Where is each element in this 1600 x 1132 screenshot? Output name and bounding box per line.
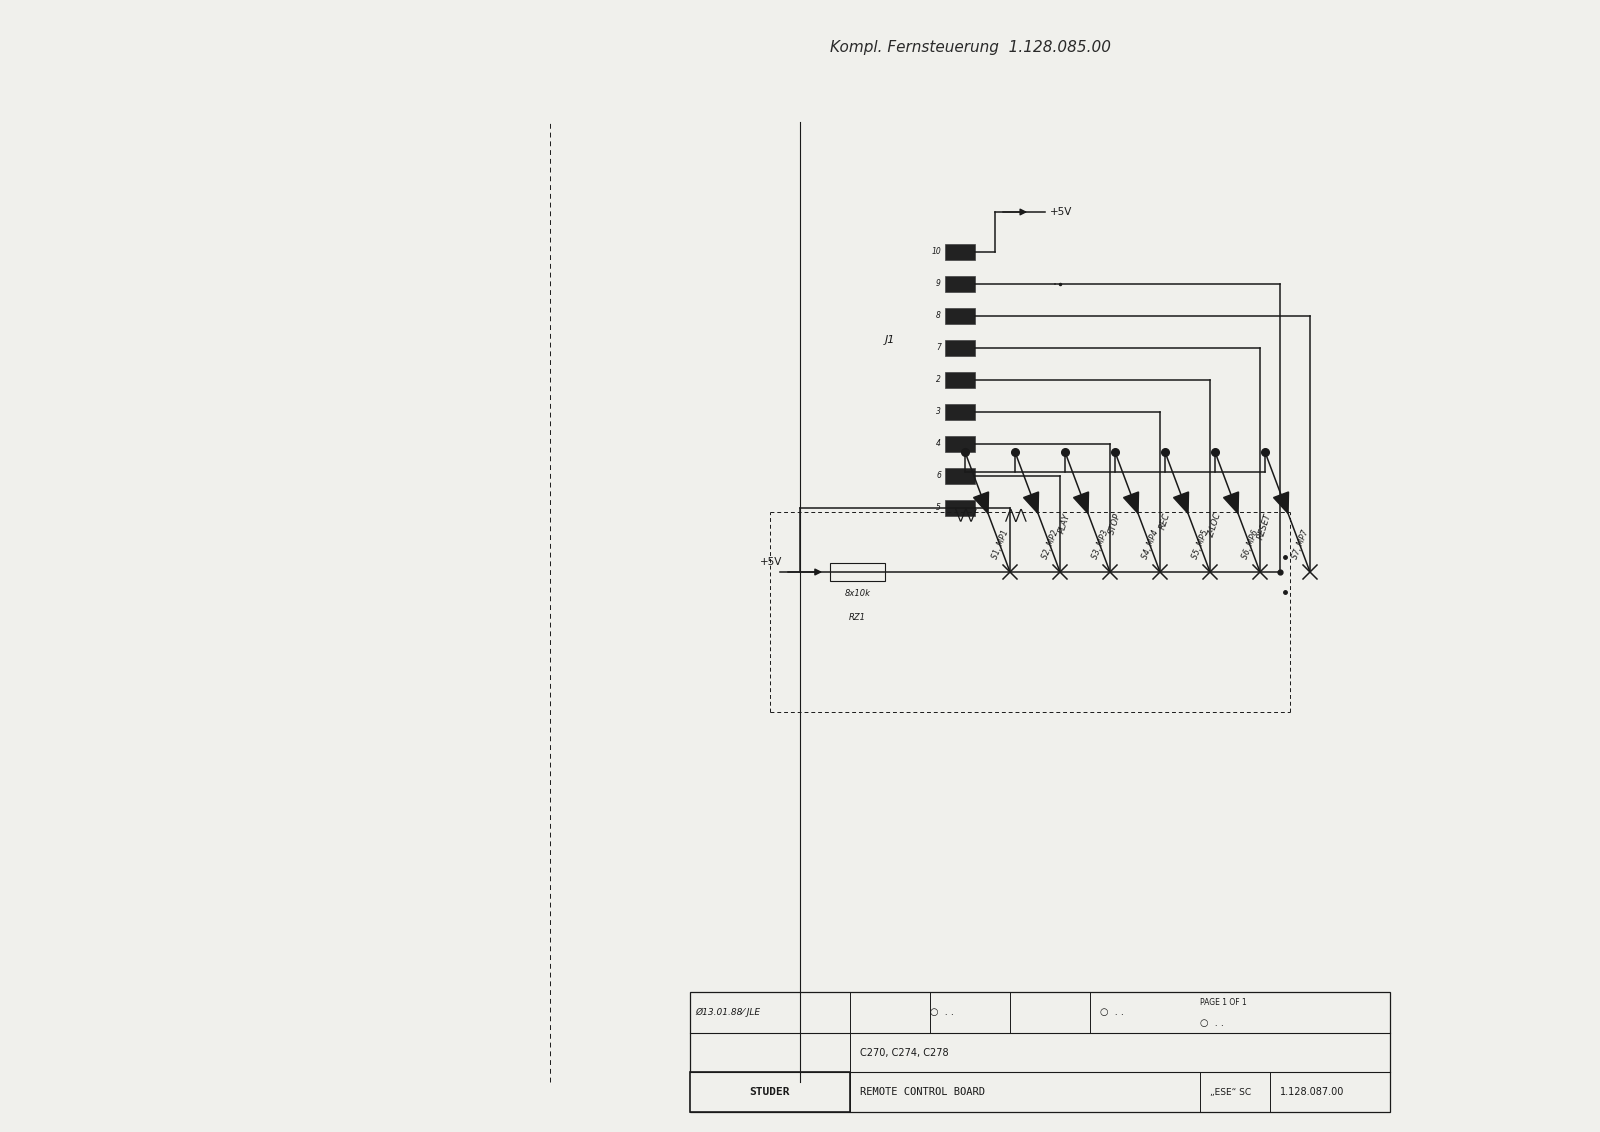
Text: S5, MP5: S5, MP5 xyxy=(1190,529,1210,560)
Text: ⋀⋀: ⋀⋀ xyxy=(1003,507,1026,521)
Polygon shape xyxy=(1173,492,1189,514)
Text: 5: 5 xyxy=(936,504,941,513)
Bar xyxy=(946,372,974,388)
Text: 3: 3 xyxy=(936,408,941,417)
Text: 6: 6 xyxy=(936,472,941,480)
Text: S4, MP4: S4, MP4 xyxy=(1141,529,1160,560)
Text: S7, MP7: S7, MP7 xyxy=(1290,529,1310,560)
Text: S1, MP1: S1, MP1 xyxy=(990,529,1010,560)
Text: STUDER: STUDER xyxy=(750,1087,790,1097)
Text: PAGE 1 OF 1: PAGE 1 OF 1 xyxy=(1200,997,1246,1006)
Bar xyxy=(690,992,1390,1112)
Text: +5V: +5V xyxy=(1050,207,1072,217)
Bar xyxy=(690,1072,850,1112)
Bar xyxy=(946,468,974,484)
Text: C270, C274, C278: C270, C274, C278 xyxy=(861,1047,949,1057)
Bar xyxy=(946,500,974,516)
Text: RZ1: RZ1 xyxy=(850,614,866,621)
Text: PLAY: PLAY xyxy=(1058,512,1072,534)
Text: +5V: +5V xyxy=(760,557,782,567)
Polygon shape xyxy=(1074,492,1088,514)
Bar xyxy=(946,340,974,355)
Polygon shape xyxy=(1024,492,1038,514)
Text: 9: 9 xyxy=(936,280,941,289)
Bar xyxy=(946,436,974,452)
Text: 2: 2 xyxy=(936,376,941,385)
Text: 4: 4 xyxy=(936,439,941,448)
Text: 10: 10 xyxy=(931,248,941,257)
Text: J1: J1 xyxy=(885,335,894,345)
Bar xyxy=(830,563,885,581)
Polygon shape xyxy=(973,492,989,514)
Text: „ESE“ SC: „ESE“ SC xyxy=(1210,1088,1251,1097)
Text: S6, MP6: S6, MP6 xyxy=(1240,529,1259,560)
Text: Kompl. Fernsteuerung  1.128.085.00: Kompl. Fernsteuerung 1.128.085.00 xyxy=(830,40,1110,55)
Polygon shape xyxy=(1123,492,1139,514)
Text: 1.128.087.00: 1.128.087.00 xyxy=(1280,1087,1344,1097)
Text: ○  . .: ○ . . xyxy=(1200,1018,1224,1028)
Text: ⋁⋁: ⋁⋁ xyxy=(954,507,976,521)
Text: 8: 8 xyxy=(936,311,941,320)
Polygon shape xyxy=(1274,492,1288,514)
Text: 8x10k: 8x10k xyxy=(845,589,870,598)
Bar xyxy=(946,404,974,420)
Text: STOP: STOP xyxy=(1107,512,1123,535)
Text: 7: 7 xyxy=(936,343,941,352)
Bar xyxy=(946,245,974,260)
Text: REMOTE CONTROL BOARD: REMOTE CONTROL BOARD xyxy=(861,1087,986,1097)
Text: REC: REC xyxy=(1158,512,1171,531)
Text: Ø13.01.88⁄ JLE: Ø13.01.88⁄ JLE xyxy=(694,1007,760,1017)
Text: Z-LOC: Z-LOC xyxy=(1206,512,1222,539)
Polygon shape xyxy=(1224,492,1238,514)
Text: ○  . .: ○ . . xyxy=(1101,1007,1123,1018)
Bar xyxy=(946,276,974,292)
Bar xyxy=(946,308,974,324)
Text: ○  . .: ○ . . xyxy=(930,1007,954,1018)
Text: S3, MP3: S3, MP3 xyxy=(1090,529,1110,560)
Text: RESET: RESET xyxy=(1256,512,1274,540)
Text: S2, MP2: S2, MP2 xyxy=(1040,529,1059,560)
